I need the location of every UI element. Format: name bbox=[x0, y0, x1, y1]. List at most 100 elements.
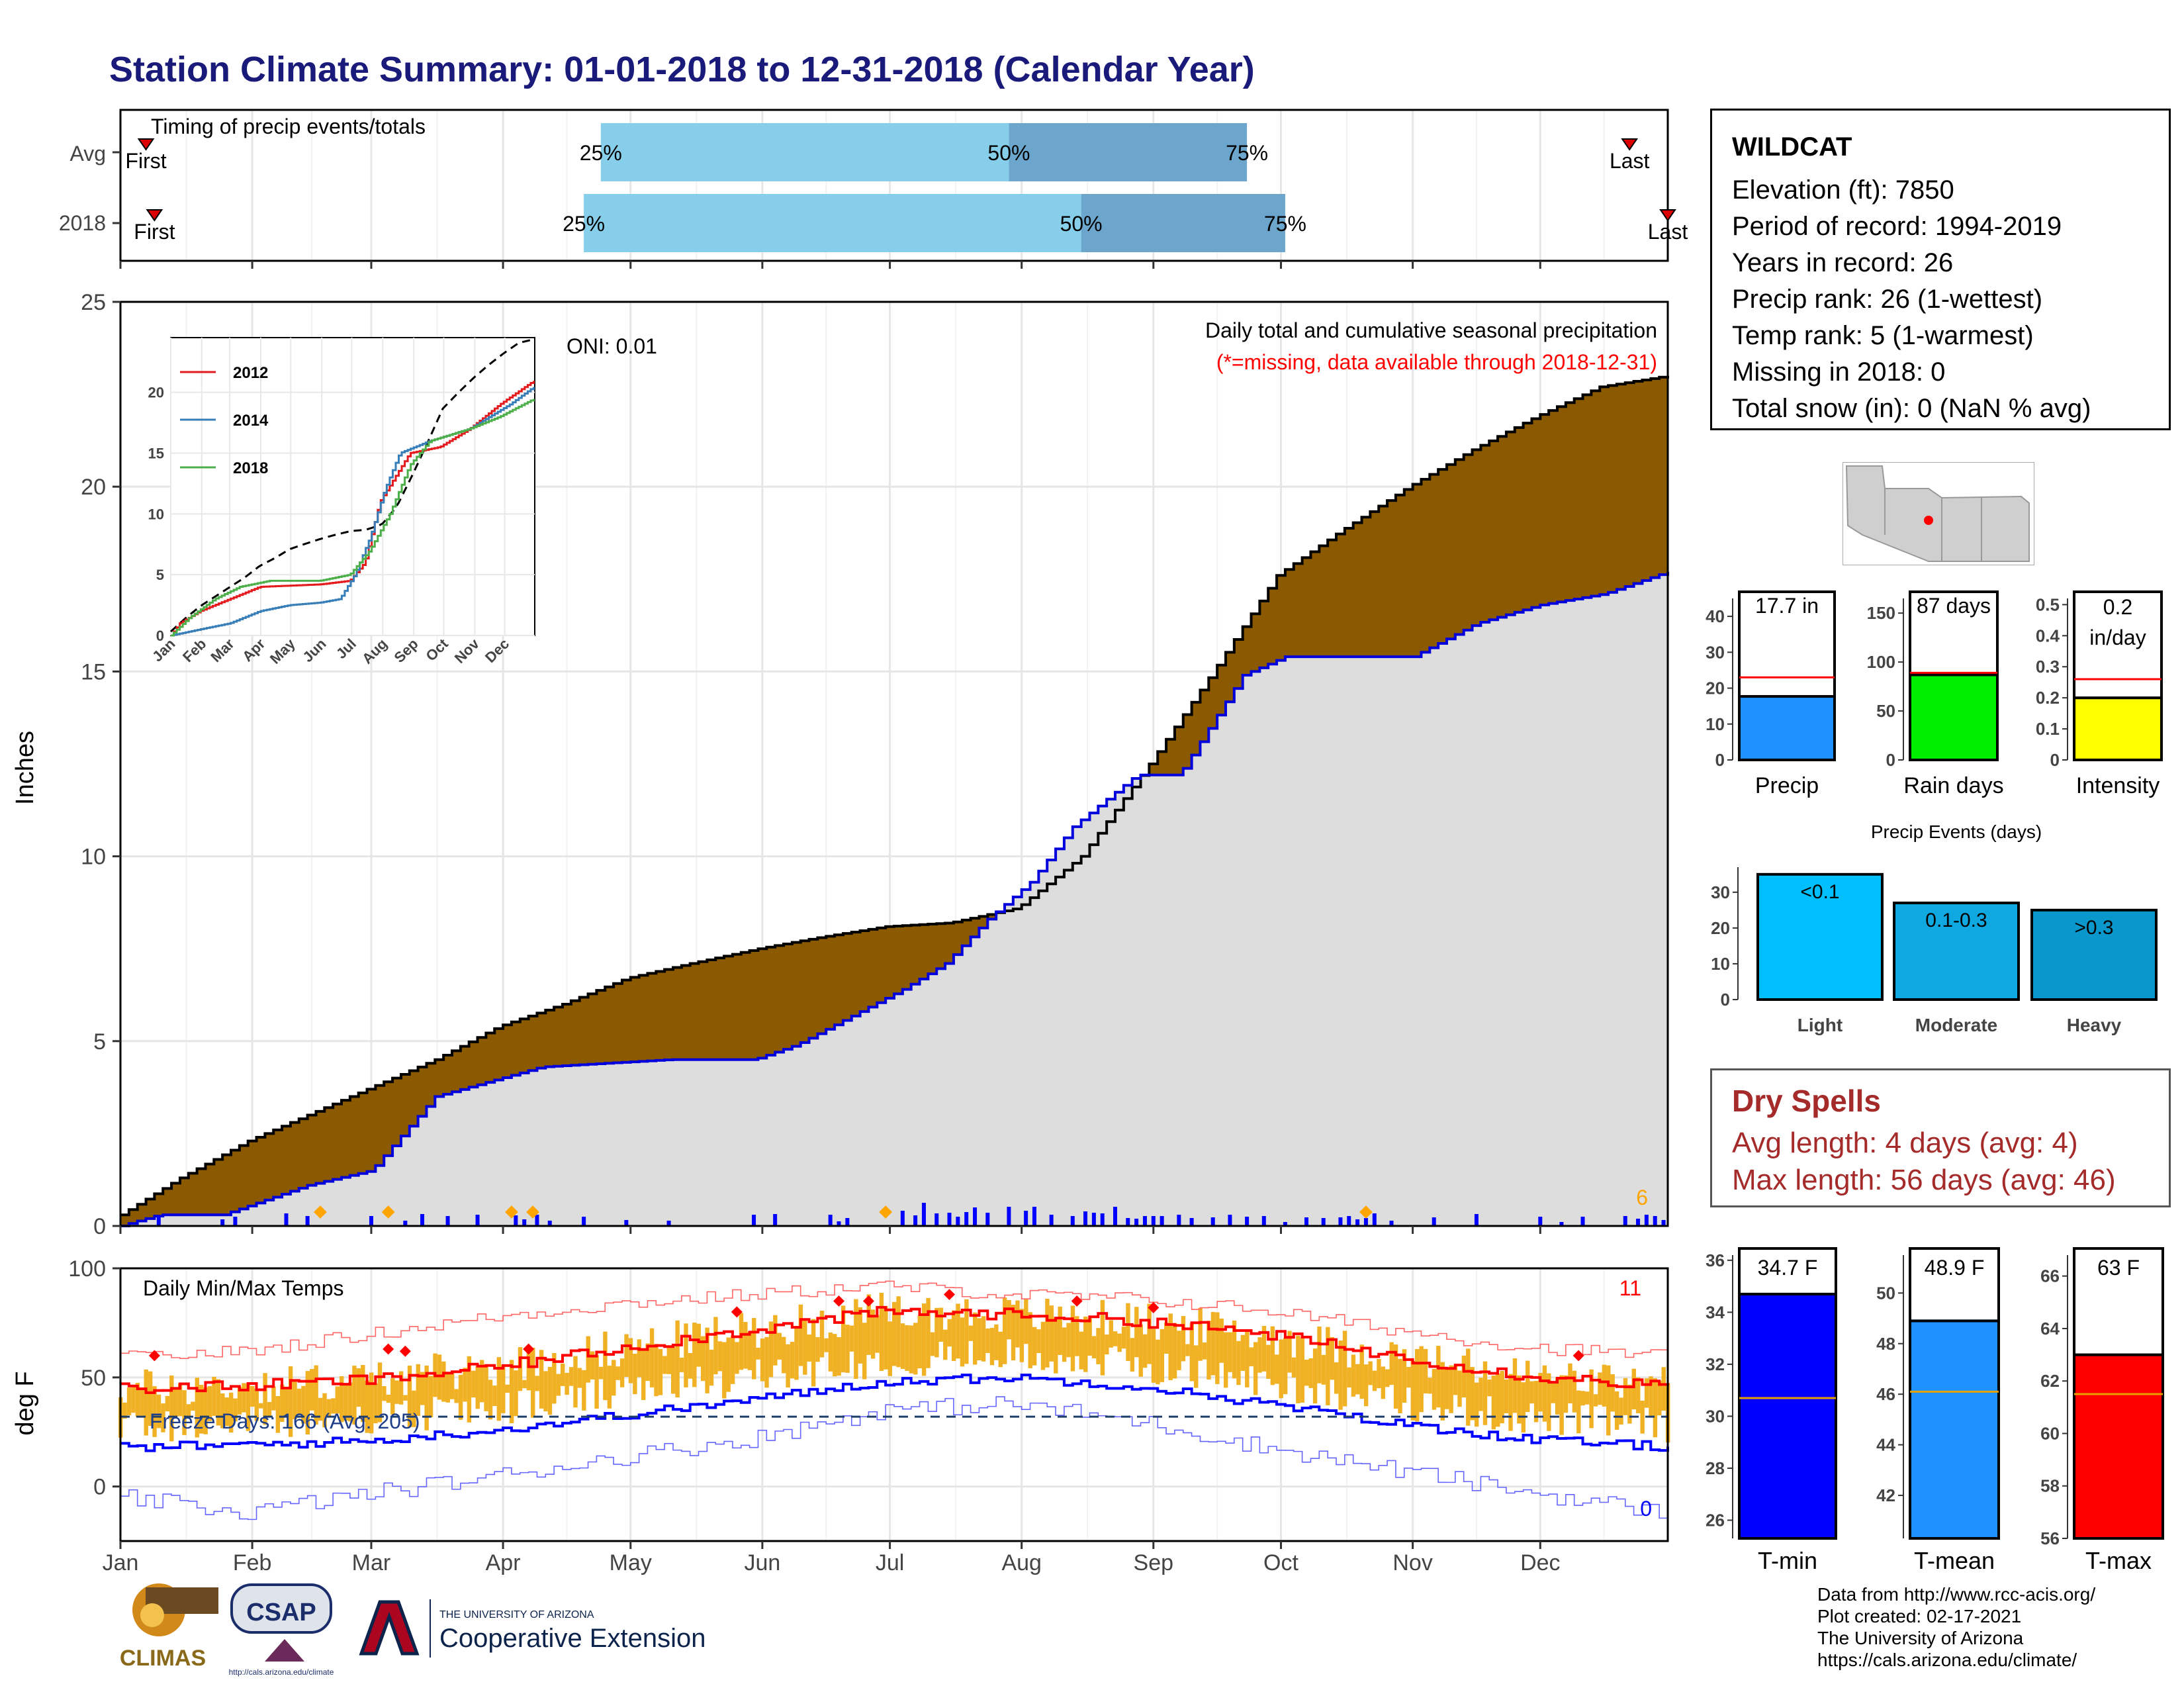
daily-temp-bar bbox=[977, 1318, 981, 1360]
daily-temp-bar bbox=[1121, 1327, 1126, 1349]
missing-marker bbox=[505, 1205, 518, 1219]
daily-temp-bar bbox=[314, 1365, 318, 1425]
daily-temp-bar bbox=[267, 1401, 272, 1417]
daily-precip-bar bbox=[220, 1219, 225, 1226]
daily-temp-bar bbox=[1347, 1367, 1351, 1388]
daily-temp-bar bbox=[322, 1393, 327, 1428]
timing-title: Timing of precip events/totals bbox=[151, 115, 426, 138]
daily-temp-bar bbox=[981, 1316, 986, 1362]
daily-temp-bar bbox=[1058, 1306, 1062, 1355]
daily-temp-bar bbox=[454, 1389, 459, 1403]
daily-temp-bar bbox=[1657, 1380, 1662, 1416]
small-y-tick-label: 0 bbox=[1721, 990, 1730, 1009]
daily-temp-bar bbox=[743, 1321, 748, 1369]
daily-temp-bar bbox=[1644, 1378, 1649, 1408]
summary-bar bbox=[2073, 1353, 2164, 1540]
station-name: WILDCAT bbox=[1732, 132, 1852, 162]
record-marker bbox=[1071, 1295, 1083, 1307]
daily-temp-bar bbox=[815, 1336, 820, 1362]
daily-precip-bar bbox=[1007, 1207, 1011, 1226]
small-y-tick-label: 36 bbox=[1706, 1250, 1725, 1270]
daily-temp-bar bbox=[126, 1387, 132, 1416]
credit-data-source: Data from http://www.rcc-acis.org/ bbox=[1817, 1584, 2096, 1605]
daily-temp-bar bbox=[1070, 1305, 1075, 1372]
daily-temp-bar bbox=[968, 1325, 974, 1341]
daily-precip-bar bbox=[956, 1217, 960, 1226]
daily-temp-bar bbox=[1177, 1331, 1181, 1370]
summary-bar-category: T-mean bbox=[1914, 1547, 1995, 1574]
daily-temp-bar bbox=[960, 1317, 965, 1367]
daily-temp-bar bbox=[1363, 1364, 1369, 1407]
daily-precip-bar bbox=[1134, 1219, 1139, 1226]
precip-annot-missing: (*=missing, data available through 2018-… bbox=[1216, 350, 1657, 374]
summary-bar-value: 34.7 F bbox=[1758, 1256, 1818, 1280]
timing-bar-q50-q75 bbox=[1081, 194, 1285, 252]
timing-marker bbox=[1621, 138, 1639, 151]
daily-temp-bar bbox=[633, 1354, 637, 1395]
small-y-tick-label: 62 bbox=[2040, 1371, 2060, 1391]
daily-temp-bar bbox=[1572, 1370, 1577, 1413]
x-tick-label: Mar bbox=[352, 1550, 391, 1575]
daily-temp-bar bbox=[1482, 1361, 1488, 1425]
daily-temp-bar bbox=[152, 1386, 157, 1437]
daily-precip-bar bbox=[666, 1221, 671, 1226]
daily-temp-bar bbox=[326, 1399, 332, 1417]
daily-temp-bar bbox=[1338, 1340, 1343, 1410]
daily-temp-bar bbox=[1066, 1323, 1071, 1358]
daily-temp-bar bbox=[1156, 1339, 1160, 1385]
daily-temp-bar bbox=[509, 1360, 514, 1423]
daily-temp-bar bbox=[207, 1385, 212, 1421]
daily-precip-bar bbox=[475, 1215, 480, 1226]
daily-temp-bar bbox=[263, 1373, 267, 1425]
credits: Data from http://www.rcc-acis.org/ Plot … bbox=[1817, 1583, 2095, 1671]
daily-temp-bar bbox=[365, 1380, 369, 1433]
daily-temp-bar bbox=[1606, 1365, 1611, 1436]
daily-temp-bar bbox=[1610, 1374, 1615, 1412]
events-bar-label: <0.1 bbox=[1800, 881, 1839, 903]
daily-precip-bar bbox=[1126, 1218, 1130, 1226]
daily-temp-bar bbox=[956, 1303, 960, 1359]
daily-temp-bar bbox=[220, 1393, 225, 1429]
small-y-tick-label: 28 bbox=[1706, 1458, 1725, 1478]
daily-temp-bar bbox=[1049, 1305, 1054, 1362]
daily-temp-bar bbox=[1015, 1300, 1020, 1348]
daily-temp-bar bbox=[1326, 1327, 1330, 1405]
daily-temp-bar bbox=[696, 1323, 701, 1367]
daily-temp-bar bbox=[1342, 1331, 1347, 1407]
daily-precip-bar bbox=[1210, 1217, 1215, 1226]
daily-temp-bar bbox=[1279, 1339, 1283, 1399]
daily-temp-bar bbox=[573, 1356, 578, 1408]
daily-temp-bar bbox=[1219, 1318, 1224, 1363]
min-count: 0 bbox=[1640, 1497, 1652, 1521]
daily-temp-bar bbox=[913, 1323, 918, 1375]
small-y-tick-label: 44 bbox=[1876, 1435, 1895, 1455]
timing-pct-label: 50% bbox=[1060, 212, 1103, 236]
daily-temp-bar bbox=[233, 1398, 238, 1422]
daily-temp-bar bbox=[854, 1299, 858, 1380]
daily-temp-bar bbox=[1287, 1331, 1292, 1373]
daily-temp-bar bbox=[1249, 1347, 1253, 1366]
daily-temp-bar bbox=[1517, 1375, 1522, 1424]
timing-pct-label: 75% bbox=[1264, 212, 1306, 236]
x-tick-label: Oct bbox=[1263, 1550, 1298, 1575]
daily-temp-bar bbox=[603, 1331, 608, 1401]
daily-temp-bar bbox=[773, 1315, 778, 1366]
inset-y-tick-label: 15 bbox=[148, 445, 164, 461]
summary-bar bbox=[1909, 1319, 2000, 1540]
daily-temp-bar bbox=[195, 1378, 200, 1438]
daily-temp-bar bbox=[1445, 1368, 1449, 1409]
daily-precip-bar bbox=[837, 1221, 841, 1226]
x-tick-label: May bbox=[610, 1550, 652, 1575]
daily-temp-bar bbox=[1619, 1397, 1623, 1425]
daily-temp-bar bbox=[1164, 1323, 1169, 1354]
precip-annot-title: Daily total and cumulative seasonal prec… bbox=[1205, 318, 1657, 342]
daily-temp-bar bbox=[293, 1380, 297, 1420]
daily-temp-bar bbox=[1147, 1303, 1152, 1364]
daily-temp-bar bbox=[280, 1384, 285, 1423]
daily-temp-bar bbox=[377, 1362, 383, 1423]
daily-precip-bar bbox=[1372, 1213, 1377, 1226]
daily-temp-bar bbox=[1126, 1303, 1130, 1362]
small-y-tick-label: 0 bbox=[2050, 750, 2060, 770]
daily-temp-bar bbox=[896, 1296, 901, 1368]
daily-temp-bar bbox=[1198, 1307, 1203, 1361]
